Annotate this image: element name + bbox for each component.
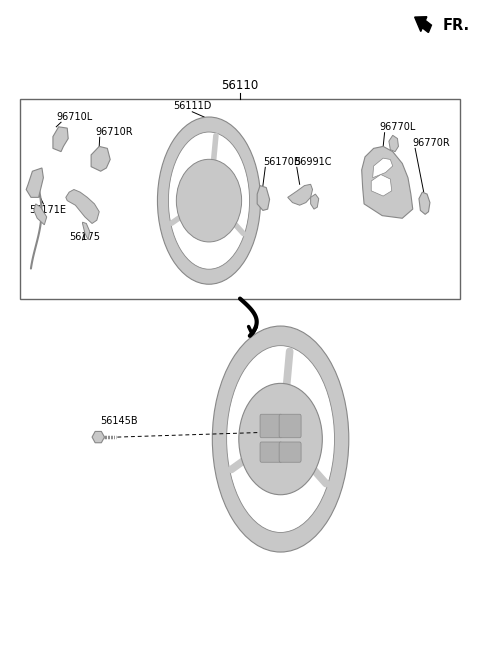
Polygon shape: [372, 158, 393, 178]
Text: 56991C: 56991C: [294, 157, 332, 167]
Text: 56175: 56175: [70, 232, 100, 242]
Ellipse shape: [212, 326, 349, 552]
Text: 96710R: 96710R: [95, 127, 132, 136]
FancyBboxPatch shape: [279, 442, 301, 462]
Text: 96710L: 96710L: [56, 112, 93, 121]
Ellipse shape: [168, 132, 250, 269]
Text: 96770R: 96770R: [413, 138, 451, 148]
Text: 56110: 56110: [221, 79, 259, 92]
Ellipse shape: [227, 346, 335, 533]
FancyBboxPatch shape: [279, 414, 301, 438]
Bar: [21, 99, 459, 298]
Ellipse shape: [239, 383, 323, 495]
Text: 56145B: 56145B: [101, 416, 138, 426]
FancyArrow shape: [415, 16, 432, 33]
Text: FR.: FR.: [443, 18, 470, 33]
Polygon shape: [419, 192, 430, 215]
Ellipse shape: [176, 159, 241, 242]
Polygon shape: [92, 432, 105, 443]
FancyBboxPatch shape: [260, 442, 282, 462]
Text: 96770L: 96770L: [380, 122, 416, 132]
Polygon shape: [66, 190, 99, 224]
Polygon shape: [288, 184, 312, 205]
FancyBboxPatch shape: [260, 414, 282, 438]
Polygon shape: [362, 146, 413, 218]
Polygon shape: [257, 186, 270, 211]
Polygon shape: [26, 168, 43, 197]
Polygon shape: [389, 135, 398, 152]
Text: 56111D: 56111D: [173, 101, 212, 111]
Polygon shape: [371, 174, 392, 196]
Polygon shape: [311, 194, 319, 209]
Polygon shape: [91, 146, 110, 171]
Text: 56170B: 56170B: [263, 157, 300, 167]
Polygon shape: [34, 204, 47, 225]
Text: 56171E: 56171E: [29, 205, 66, 215]
Polygon shape: [53, 127, 68, 152]
Polygon shape: [83, 222, 90, 240]
Ellipse shape: [157, 117, 261, 284]
